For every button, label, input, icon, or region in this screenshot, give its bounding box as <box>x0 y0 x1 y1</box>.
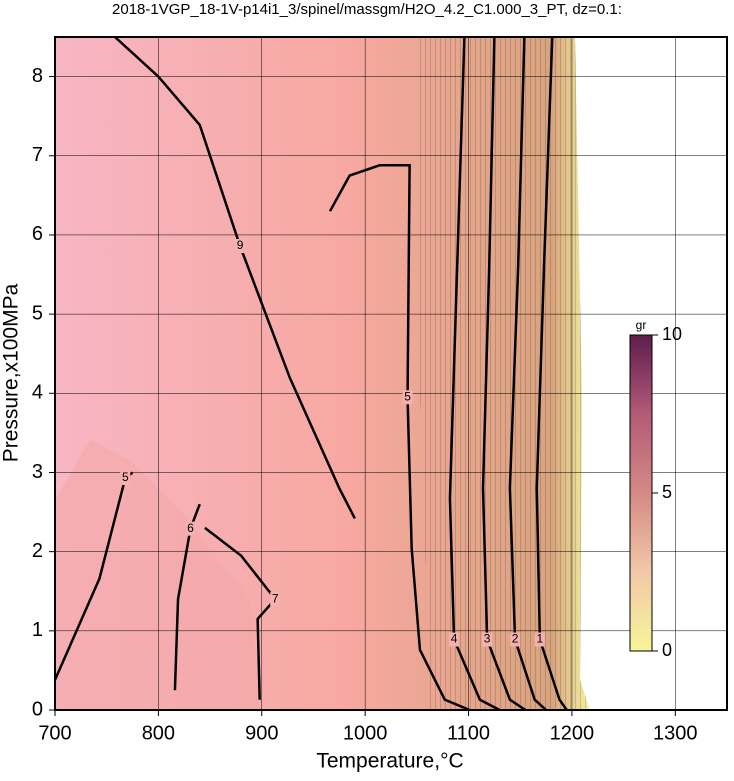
contour-label: 5 <box>122 470 129 484</box>
y-tick-label: 1 <box>32 619 43 641</box>
contour-label: 9 <box>237 238 244 252</box>
x-tick-label: 1300 <box>653 722 698 744</box>
x-tick-label: 700 <box>38 722 71 744</box>
colorbar-tick-label: 5 <box>662 482 672 502</box>
contour-label-bg <box>510 632 521 647</box>
contour-label: 2 <box>512 632 519 646</box>
contour-label-bg <box>185 521 196 536</box>
x-tick-label: 800 <box>142 722 175 744</box>
contour-label-bg <box>402 390 413 405</box>
colorbar-tick-label: 10 <box>662 324 682 344</box>
contour-label: 3 <box>484 632 491 646</box>
contour-label-bg <box>534 632 545 647</box>
y-tick-label: 2 <box>32 540 43 562</box>
dense-contours <box>420 37 590 710</box>
x-tick-label: 1200 <box>550 722 595 744</box>
y-tick-label: 7 <box>32 144 43 166</box>
contour-line <box>535 36 568 711</box>
contour-line <box>481 36 527 712</box>
y-tick-label: 8 <box>32 65 43 87</box>
contour-label-bg <box>270 592 281 607</box>
x-tick-label: 1100 <box>447 722 490 744</box>
y-tick-label: 6 <box>32 223 43 245</box>
colorbar-label: gr <box>636 318 647 332</box>
contour-line <box>508 36 547 711</box>
y-tick-label: 3 <box>32 461 43 483</box>
colorbar <box>629 334 653 652</box>
y-tick-label: 4 <box>32 382 43 404</box>
x-tick-label: 1000 <box>343 722 388 744</box>
contour-label: 1 <box>537 632 544 646</box>
field-low <box>55 440 260 710</box>
contour-label: 5 <box>404 389 411 403</box>
contour-label: 4 <box>451 632 458 646</box>
contour-label-bg <box>235 239 246 254</box>
x-axis-title: Temperature,°C <box>316 750 463 773</box>
colorbar-tick-label: 0 <box>662 640 672 660</box>
contour-label-bg <box>120 471 131 486</box>
plot-frame <box>54 36 728 711</box>
y-tick-label: 5 <box>32 302 43 324</box>
contour-line <box>173 503 201 691</box>
contour-label: 7 <box>272 591 279 605</box>
y-tick-label: 0 <box>32 698 43 720</box>
y-axis-title: Pressure,x100MPa <box>0 283 23 462</box>
contour-label-bg <box>449 632 460 647</box>
contour-label-bg <box>482 632 493 647</box>
chart-title: 2018-1VGP_18-1V-p14i1_3/spinel/massgm/H2… <box>112 1 622 18</box>
x-tick-label: 900 <box>245 722 278 744</box>
contour-line <box>448 36 501 712</box>
contour-label: 6 <box>187 521 194 535</box>
